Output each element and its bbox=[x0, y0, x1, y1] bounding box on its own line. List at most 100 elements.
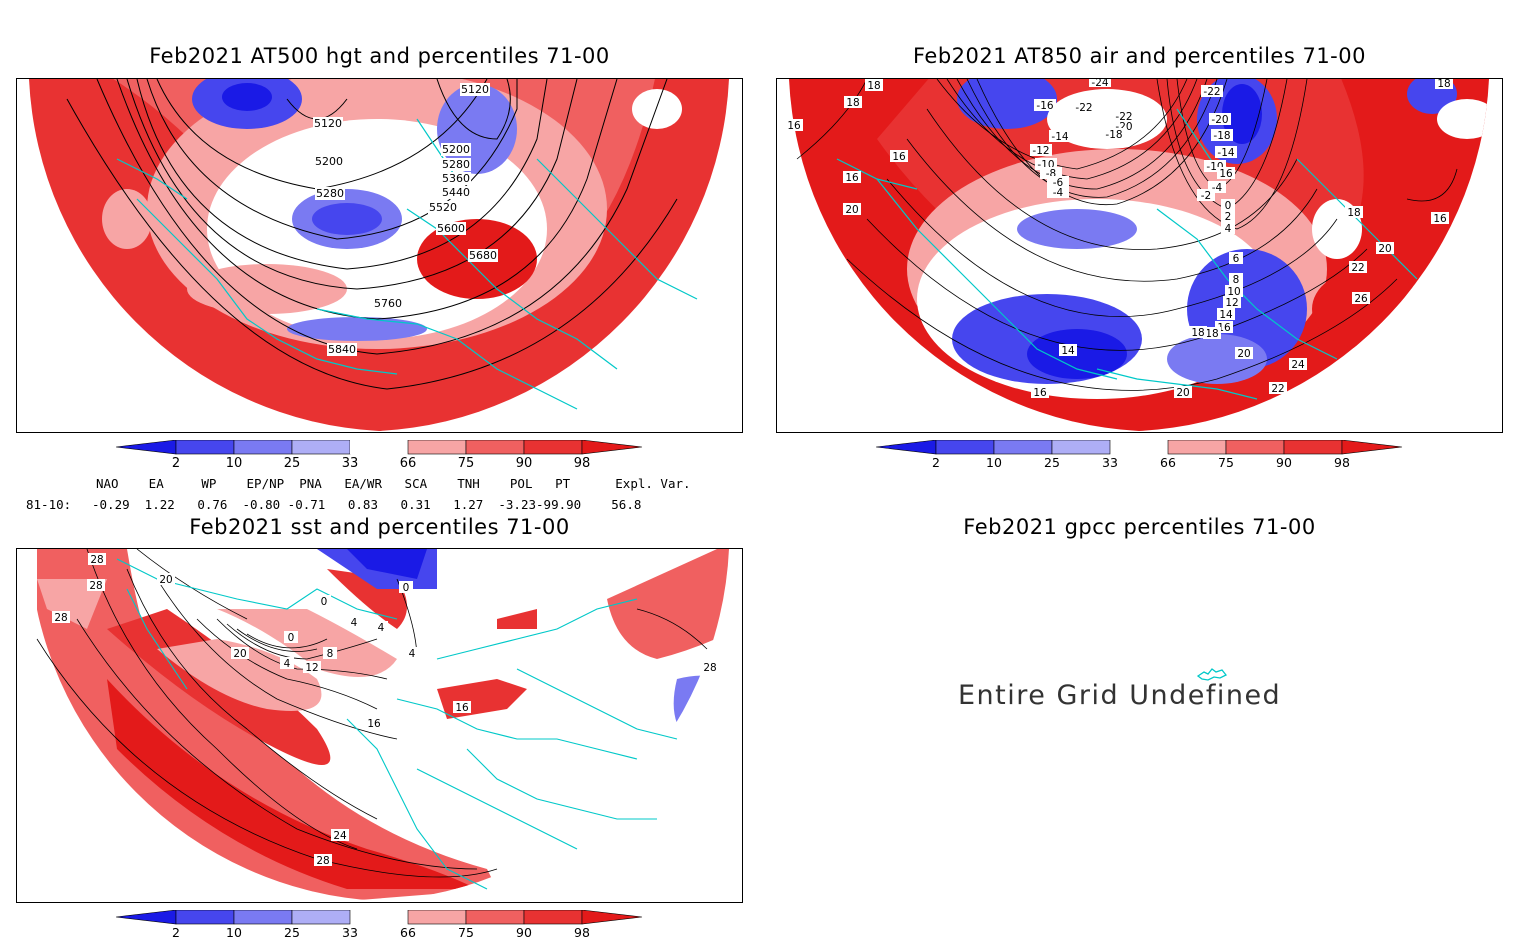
cb3-label: 66 bbox=[400, 925, 416, 940]
p2-contour-label: 10 bbox=[1225, 285, 1243, 298]
p2-contour-label: -6 bbox=[1047, 176, 1069, 189]
svg-text:18: 18 bbox=[1205, 328, 1218, 340]
p3-contour-label: 4 bbox=[374, 621, 388, 634]
svg-text:5680: 5680 bbox=[469, 249, 497, 262]
cb2-label: 2 bbox=[932, 455, 940, 470]
cb1-label: 10 bbox=[226, 456, 243, 470]
p2-contour-label: 16 bbox=[785, 119, 803, 132]
svg-text:5440: 5440 bbox=[442, 186, 470, 199]
cb3-label: 10 bbox=[226, 925, 242, 940]
svg-text:5840: 5840 bbox=[328, 343, 356, 356]
svg-text:-14: -14 bbox=[1217, 147, 1234, 159]
cb1-label: 33 bbox=[342, 456, 359, 470]
svg-text:-24: -24 bbox=[1091, 79, 1108, 89]
p1-contour-label: 5200 bbox=[314, 155, 344, 168]
svg-text:5360: 5360 bbox=[442, 172, 470, 185]
cb2-label: 25 bbox=[1044, 455, 1060, 470]
panel4-title: Feb2021 gpcc percentiles 71-00 bbox=[963, 515, 1316, 539]
svg-text:16: 16 bbox=[1033, 387, 1047, 399]
p3-contour-label: 4 bbox=[347, 616, 361, 629]
svg-text:12: 12 bbox=[1225, 297, 1238, 309]
svg-text:24: 24 bbox=[1291, 359, 1305, 371]
svg-text:-22: -22 bbox=[1203, 86, 1220, 98]
p3-contour-label: 0 bbox=[317, 595, 331, 608]
svg-text:5520: 5520 bbox=[429, 201, 457, 214]
svg-text:16: 16 bbox=[892, 151, 906, 163]
cb3-label: 2 bbox=[172, 925, 180, 940]
svg-text:28: 28 bbox=[89, 580, 102, 592]
cb1-label: 75 bbox=[458, 456, 475, 470]
svg-text:14: 14 bbox=[1219, 309, 1233, 321]
p2-contour-label: -12 bbox=[1030, 144, 1052, 157]
p2-contour-label: 18 bbox=[865, 79, 883, 92]
svg-text:20: 20 bbox=[159, 574, 172, 586]
p3-contour-label: 28 bbox=[52, 611, 70, 624]
p2-contour-label: 26 bbox=[1352, 292, 1370, 305]
svg-text:8: 8 bbox=[1233, 274, 1240, 286]
p3-contour-label: 0 bbox=[284, 631, 298, 644]
svg-text:0: 0 bbox=[403, 582, 410, 594]
p2-contour-label: -20 bbox=[1209, 113, 1231, 126]
svg-text:10: 10 bbox=[1227, 286, 1240, 298]
svg-text:-20: -20 bbox=[1211, 114, 1228, 126]
svg-text:20: 20 bbox=[1378, 243, 1391, 255]
p2-contour-label: 0 bbox=[1221, 199, 1235, 212]
p3-contour-label: 28 bbox=[87, 579, 105, 592]
svg-text:-4: -4 bbox=[1212, 182, 1223, 194]
svg-text:28: 28 bbox=[316, 855, 329, 867]
p2-contour-label: 14 bbox=[1059, 344, 1077, 357]
p3-contour-label: 20 bbox=[231, 647, 249, 660]
p2-contour-label: -22 bbox=[1073, 101, 1095, 114]
cb1-label: 25 bbox=[284, 456, 301, 470]
svg-text:20: 20 bbox=[1237, 348, 1250, 360]
cb3-label: 98 bbox=[574, 925, 590, 940]
svg-text:5600: 5600 bbox=[437, 222, 465, 235]
svg-text:-6: -6 bbox=[1053, 177, 1064, 189]
svg-text:5120: 5120 bbox=[461, 83, 489, 96]
svg-text:12: 12 bbox=[305, 662, 318, 674]
p2-contour-label: 22 bbox=[1269, 382, 1287, 395]
cb2-label: 33 bbox=[1102, 455, 1118, 470]
p3-contour-label: 16 bbox=[365, 717, 383, 730]
p2-contour-label: -18 bbox=[1211, 129, 1233, 142]
p2-contour-label: -24 bbox=[1089, 79, 1111, 89]
svg-text:22: 22 bbox=[1271, 383, 1284, 395]
svg-text:5760: 5760 bbox=[374, 297, 402, 310]
svg-text:4: 4 bbox=[351, 617, 358, 629]
svg-text:24: 24 bbox=[333, 830, 347, 842]
panel2-map-svg: 18 18 16 16 16 20 -16 -22 -22 -20 -18 -1… bbox=[785, 79, 1489, 431]
p3-contour-label: 16 bbox=[453, 701, 471, 714]
p2-contour-label: -4 bbox=[1047, 186, 1069, 199]
panel3-map: 28 28 28 20 0 20 0 4 8 12 16 4 4 0 4 16 … bbox=[16, 548, 743, 903]
indices-values: -0.29 1.22 0.76 -0.80 -0.71 0.83 0.31 1.… bbox=[92, 497, 642, 512]
cb3-label: 90 bbox=[516, 925, 532, 940]
cb1-label: 66 bbox=[400, 456, 417, 470]
p2-contour-label bbox=[1381, 242, 1399, 254]
cb2-label: 75 bbox=[1218, 455, 1234, 470]
svg-text:-18: -18 bbox=[1105, 129, 1122, 141]
svg-text:4: 4 bbox=[284, 658, 291, 670]
svg-text:16: 16 bbox=[455, 702, 469, 714]
p2-contour-label: -18 bbox=[1103, 128, 1125, 141]
p2-contour-label: 12 bbox=[1223, 296, 1241, 309]
cb1-label: 90 bbox=[516, 456, 533, 470]
p2-contour-label: -22 bbox=[1201, 85, 1223, 98]
panel1-colorbar: 2 10 25 33 66 75 90 98 bbox=[115, 439, 646, 471]
svg-text:20: 20 bbox=[845, 204, 858, 216]
svg-text:5200: 5200 bbox=[315, 155, 343, 168]
p2-contour-label: 20 bbox=[843, 203, 861, 216]
svg-text:0: 0 bbox=[321, 596, 328, 608]
p2-contour-label: 18 bbox=[1435, 79, 1453, 90]
svg-text:2: 2 bbox=[1225, 211, 1232, 223]
svg-text:16: 16 bbox=[367, 718, 381, 730]
p2-contour-label: 8 bbox=[1229, 273, 1243, 286]
p3-contour-label: 20 bbox=[157, 573, 175, 586]
svg-text:-14: -14 bbox=[1051, 131, 1068, 143]
p2-contour-label: 20 bbox=[1235, 347, 1253, 360]
panel1-map: 5120 5120 5200 5200 5280 5360 5440 5520 … bbox=[16, 78, 743, 433]
cb3-label: 33 bbox=[342, 925, 358, 940]
p2-contour-label: 14 bbox=[1217, 308, 1235, 321]
svg-text:5280: 5280 bbox=[442, 158, 470, 171]
panel3-colorbar: 2 10 25 33 66 75 90 98 bbox=[115, 909, 646, 940]
p2-contour-label: 2 bbox=[1221, 210, 1235, 223]
